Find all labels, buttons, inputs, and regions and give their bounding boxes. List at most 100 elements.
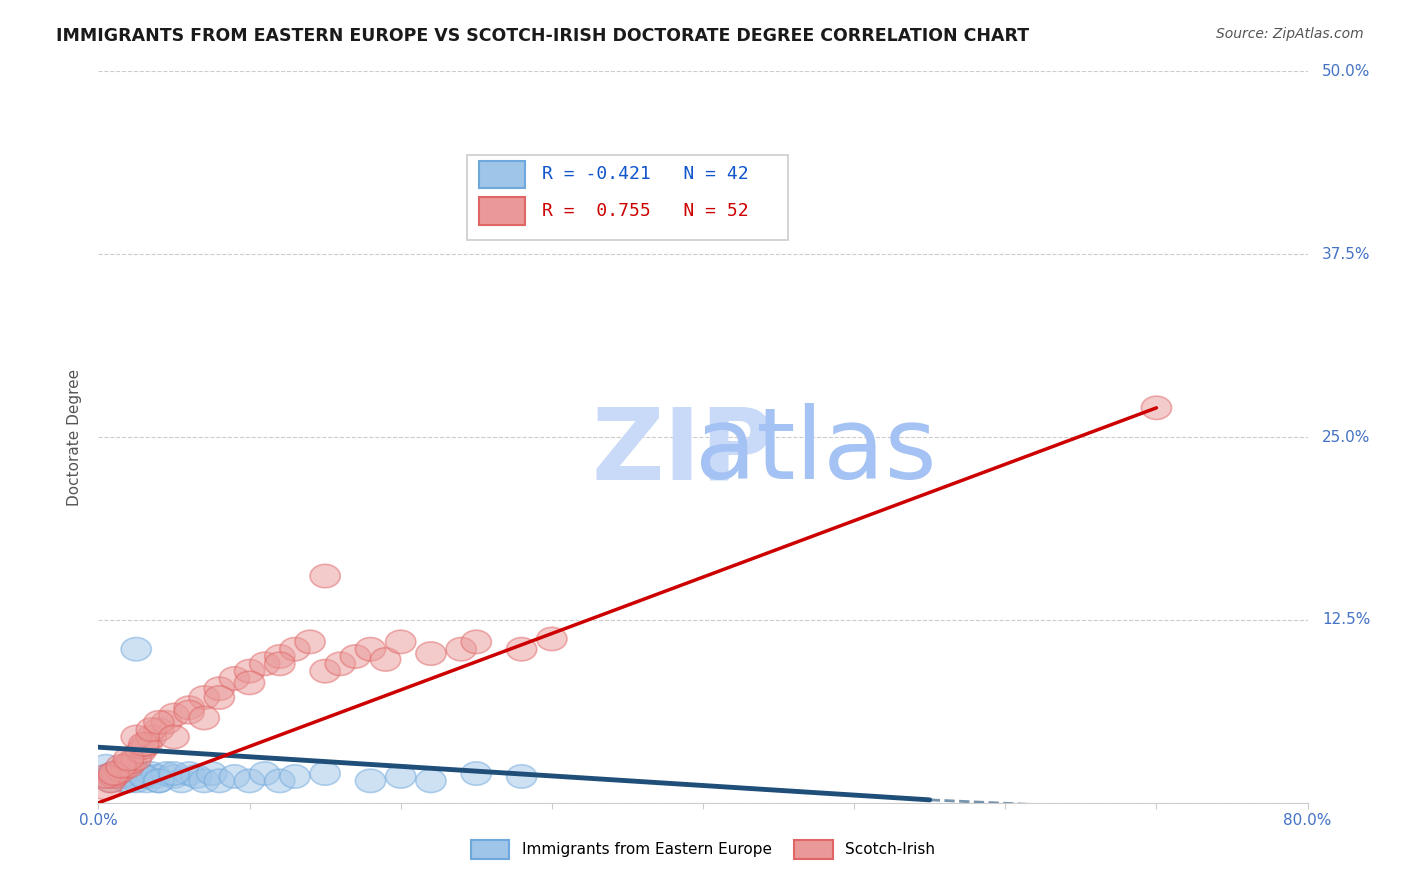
Text: R =  0.755   N = 52: R = 0.755 N = 52: [543, 202, 749, 220]
Ellipse shape: [340, 645, 371, 668]
Text: atlas: atlas: [695, 403, 936, 500]
Ellipse shape: [121, 725, 152, 748]
Ellipse shape: [190, 706, 219, 730]
Ellipse shape: [91, 755, 121, 778]
Ellipse shape: [461, 762, 492, 785]
Ellipse shape: [159, 725, 188, 748]
Ellipse shape: [416, 642, 446, 665]
Ellipse shape: [204, 769, 235, 793]
Text: 25.0%: 25.0%: [1322, 430, 1371, 444]
Ellipse shape: [204, 686, 235, 709]
Ellipse shape: [121, 747, 152, 771]
Ellipse shape: [219, 764, 250, 789]
Ellipse shape: [91, 776, 121, 800]
Ellipse shape: [356, 769, 385, 793]
Ellipse shape: [91, 764, 121, 789]
Ellipse shape: [98, 762, 129, 785]
Ellipse shape: [111, 769, 141, 793]
Text: 12.5%: 12.5%: [1322, 613, 1371, 627]
Ellipse shape: [446, 638, 477, 661]
Ellipse shape: [101, 762, 132, 785]
Ellipse shape: [219, 666, 250, 690]
Ellipse shape: [174, 762, 204, 785]
Ellipse shape: [537, 627, 567, 650]
Ellipse shape: [235, 659, 264, 683]
Ellipse shape: [416, 769, 446, 793]
Ellipse shape: [356, 638, 385, 661]
Ellipse shape: [264, 645, 295, 668]
Ellipse shape: [105, 764, 136, 789]
Ellipse shape: [197, 762, 226, 785]
Ellipse shape: [136, 762, 166, 785]
Ellipse shape: [143, 718, 174, 741]
Ellipse shape: [311, 659, 340, 683]
Ellipse shape: [143, 711, 174, 734]
FancyBboxPatch shape: [479, 161, 526, 188]
Ellipse shape: [129, 764, 159, 789]
Ellipse shape: [295, 630, 325, 654]
Ellipse shape: [204, 677, 235, 700]
Ellipse shape: [132, 732, 162, 756]
Ellipse shape: [98, 762, 129, 785]
Text: Source: ZipAtlas.com: Source: ZipAtlas.com: [1216, 27, 1364, 41]
Ellipse shape: [264, 652, 295, 675]
Ellipse shape: [98, 764, 129, 789]
Ellipse shape: [174, 696, 204, 720]
Ellipse shape: [129, 736, 159, 759]
Ellipse shape: [117, 764, 146, 789]
Ellipse shape: [385, 630, 416, 654]
Ellipse shape: [325, 652, 356, 675]
Text: ZIP: ZIP: [592, 403, 775, 500]
Legend: Immigrants from Eastern Europe, Scotch-Irish: Immigrants from Eastern Europe, Scotch-I…: [465, 834, 941, 864]
Ellipse shape: [125, 739, 156, 764]
Ellipse shape: [152, 711, 181, 734]
Ellipse shape: [190, 686, 219, 709]
Ellipse shape: [136, 718, 166, 741]
Ellipse shape: [129, 732, 159, 756]
Text: R = -0.421   N = 42: R = -0.421 N = 42: [543, 166, 749, 184]
Ellipse shape: [1142, 396, 1171, 419]
Ellipse shape: [101, 764, 132, 789]
Ellipse shape: [91, 764, 121, 789]
Ellipse shape: [114, 762, 143, 785]
Ellipse shape: [121, 638, 152, 661]
Text: 37.5%: 37.5%: [1322, 247, 1371, 261]
Text: IMMIGRANTS FROM EASTERN EUROPE VS SCOTCH-IRISH DOCTORATE DEGREE CORRELATION CHAR: IMMIGRANTS FROM EASTERN EUROPE VS SCOTCH…: [56, 27, 1029, 45]
Ellipse shape: [143, 769, 174, 793]
Ellipse shape: [125, 762, 156, 785]
Ellipse shape: [371, 648, 401, 671]
Ellipse shape: [280, 638, 311, 661]
Ellipse shape: [114, 755, 143, 778]
Ellipse shape: [114, 747, 143, 771]
Ellipse shape: [105, 759, 136, 782]
Ellipse shape: [250, 652, 280, 675]
Ellipse shape: [96, 769, 125, 793]
Ellipse shape: [98, 762, 129, 785]
Ellipse shape: [181, 764, 212, 789]
Ellipse shape: [105, 755, 136, 778]
Ellipse shape: [506, 638, 537, 661]
Ellipse shape: [311, 762, 340, 785]
Ellipse shape: [461, 630, 492, 654]
Ellipse shape: [235, 671, 264, 695]
Ellipse shape: [105, 759, 136, 782]
Ellipse shape: [280, 764, 311, 789]
Ellipse shape: [114, 769, 143, 793]
Ellipse shape: [159, 764, 188, 789]
Ellipse shape: [132, 769, 162, 793]
Ellipse shape: [385, 764, 416, 789]
Ellipse shape: [311, 565, 340, 588]
Y-axis label: Doctorate Degree: Doctorate Degree: [67, 368, 83, 506]
Ellipse shape: [250, 762, 280, 785]
Ellipse shape: [117, 750, 146, 773]
Ellipse shape: [159, 703, 188, 727]
Ellipse shape: [136, 725, 166, 748]
Ellipse shape: [190, 769, 219, 793]
Ellipse shape: [174, 700, 204, 723]
Ellipse shape: [235, 769, 264, 793]
Ellipse shape: [121, 769, 152, 793]
Ellipse shape: [141, 764, 172, 789]
FancyBboxPatch shape: [479, 197, 526, 225]
Ellipse shape: [152, 762, 181, 785]
Ellipse shape: [129, 764, 159, 789]
